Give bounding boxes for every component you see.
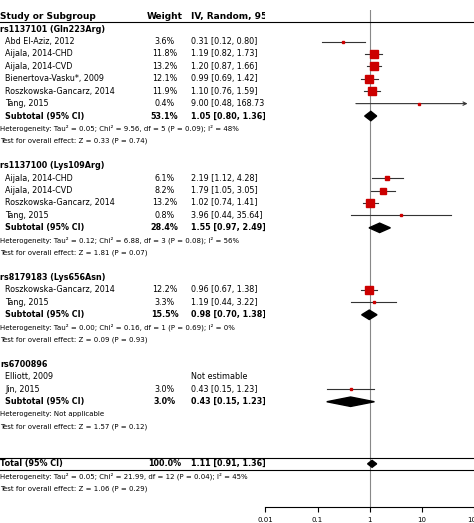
Text: Study or Subgroup: Study or Subgroup	[0, 12, 96, 21]
Text: 0.96 [0.67, 1.38]: 0.96 [0.67, 1.38]	[191, 286, 257, 294]
Text: 15.5%: 15.5%	[151, 310, 178, 319]
Text: 12.1%: 12.1%	[152, 74, 177, 83]
Text: Heterogeneity: Tau² = 0.05; Chi² = 9.56, df = 5 (P = 0.09); I² = 48%: Heterogeneity: Tau² = 0.05; Chi² = 9.56,…	[0, 124, 239, 132]
Text: rs1137101 (Gln223Arg): rs1137101 (Gln223Arg)	[0, 25, 105, 33]
Text: 3.3%: 3.3%	[155, 298, 175, 307]
Text: Aijala, 2014-CHD: Aijala, 2014-CHD	[5, 50, 73, 59]
Polygon shape	[362, 310, 377, 320]
Text: 3.0%: 3.0%	[155, 385, 175, 394]
Text: 0.4%: 0.4%	[155, 99, 175, 108]
Text: Heterogeneity: Not applicable: Heterogeneity: Not applicable	[0, 411, 104, 417]
Text: 0.43 [0.15, 1.23]: 0.43 [0.15, 1.23]	[191, 385, 257, 394]
Polygon shape	[365, 111, 377, 121]
Text: 0.99 [0.69, 1.42]: 0.99 [0.69, 1.42]	[191, 74, 258, 83]
Text: Aijala, 2014-CVD: Aijala, 2014-CVD	[5, 62, 73, 71]
Text: 11.9%: 11.9%	[152, 87, 177, 96]
Text: Heterogeneity: Tau² = 0.05; Chi² = 21.99, df = 12 (P = 0.04); I² = 45%: Heterogeneity: Tau² = 0.05; Chi² = 21.99…	[0, 472, 247, 480]
Text: rs8179183 (Lys656Asn): rs8179183 (Lys656Asn)	[0, 273, 106, 282]
Text: 28.4%: 28.4%	[151, 223, 179, 232]
Text: Tang, 2015: Tang, 2015	[5, 211, 49, 220]
Text: 53.1%: 53.1%	[151, 111, 178, 120]
Text: Roszkowska-Gancarz, 2014: Roszkowska-Gancarz, 2014	[5, 87, 115, 96]
Text: 2.19 [1.12, 4.28]: 2.19 [1.12, 4.28]	[191, 174, 258, 183]
Text: Subtotal (95% CI): Subtotal (95% CI)	[5, 397, 85, 406]
Text: Total (95% CI): Total (95% CI)	[0, 459, 63, 468]
Text: Abd El-Aziz, 2012: Abd El-Aziz, 2012	[5, 37, 75, 46]
Text: 100.0%: 100.0%	[148, 459, 181, 468]
Text: Test for overall effect: Z = 1.06 (P = 0.29): Test for overall effect: Z = 1.06 (P = 0…	[0, 485, 147, 492]
Text: 8.2%: 8.2%	[155, 186, 175, 195]
Text: Test for overall effect: Z = 0.33 (P = 0.74): Test for overall effect: Z = 0.33 (P = 0…	[0, 138, 147, 144]
Text: 1.55 [0.97, 2.49]: 1.55 [0.97, 2.49]	[191, 223, 266, 232]
Polygon shape	[327, 397, 374, 406]
Text: Subtotal (95% CI): Subtotal (95% CI)	[5, 111, 85, 120]
Text: Test for overall effect: Z = 0.09 (P = 0.93): Test for overall effect: Z = 0.09 (P = 0…	[0, 336, 147, 343]
Text: 1.19 [0.82, 1.73]: 1.19 [0.82, 1.73]	[191, 50, 258, 59]
Text: Aijala, 2014-CVD: Aijala, 2014-CVD	[5, 186, 73, 195]
Text: Roszkowska-Gancarz, 2014: Roszkowska-Gancarz, 2014	[5, 199, 115, 208]
Text: 12.2%: 12.2%	[152, 286, 177, 294]
Polygon shape	[367, 460, 377, 468]
Text: Odds Ratio
IV, Random, 95% CI: Odds Ratio IV, Random, 95% CI	[320, 0, 419, 1]
Text: Subtotal (95% CI): Subtotal (95% CI)	[5, 310, 85, 319]
Text: 1.11 [0.91, 1.36]: 1.11 [0.91, 1.36]	[191, 459, 266, 468]
Text: 0.31 [0.12, 0.80]: 0.31 [0.12, 0.80]	[191, 37, 257, 46]
Text: Elliott, 2009: Elliott, 2009	[5, 372, 54, 381]
Text: Weight: Weight	[146, 12, 182, 21]
Text: Roszkowska-Gancarz, 2014: Roszkowska-Gancarz, 2014	[5, 286, 115, 294]
Text: 11.8%: 11.8%	[152, 50, 177, 59]
Text: Tang, 2015: Tang, 2015	[5, 99, 49, 108]
Text: 0.43 [0.15, 1.23]: 0.43 [0.15, 1.23]	[191, 397, 266, 406]
Text: Aijala, 2014-CHD: Aijala, 2014-CHD	[5, 174, 73, 183]
Text: 1.19 [0.44, 3.22]: 1.19 [0.44, 3.22]	[191, 298, 258, 307]
Text: Heterogeneity: Tau² = 0.00; Chi² = 0.16, df = 1 (P = 0.69); I² = 0%: Heterogeneity: Tau² = 0.00; Chi² = 0.16,…	[0, 323, 235, 331]
Text: 1.02 [0.74, 1.41]: 1.02 [0.74, 1.41]	[191, 199, 257, 208]
Text: 1.20 [0.87, 1.66]: 1.20 [0.87, 1.66]	[191, 62, 257, 71]
Text: 1.79 [1.05, 3.05]: 1.79 [1.05, 3.05]	[191, 186, 258, 195]
Text: 3.6%: 3.6%	[155, 37, 175, 46]
Text: 1.05 [0.80, 1.36]: 1.05 [0.80, 1.36]	[191, 111, 266, 120]
Text: 3.0%: 3.0%	[154, 397, 176, 406]
Text: rs1137100 (Lys109Arg): rs1137100 (Lys109Arg)	[0, 161, 104, 170]
Text: 6.1%: 6.1%	[155, 174, 175, 183]
Text: 3.96 [0.44, 35.64]: 3.96 [0.44, 35.64]	[191, 211, 263, 220]
Text: 13.2%: 13.2%	[152, 62, 177, 71]
Text: 0.98 [0.70, 1.38]: 0.98 [0.70, 1.38]	[191, 310, 266, 319]
Text: 0.8%: 0.8%	[155, 211, 175, 220]
Polygon shape	[369, 223, 391, 233]
Text: IV, Random, 95% CI: IV, Random, 95% CI	[191, 12, 290, 21]
Text: Subtotal (95% CI): Subtotal (95% CI)	[5, 223, 85, 232]
Text: Not estimable: Not estimable	[191, 372, 247, 381]
Text: Heterogeneity: Tau² = 0.12; Chi² = 6.88, df = 3 (P = 0.08); I² = 56%: Heterogeneity: Tau² = 0.12; Chi² = 6.88,…	[0, 236, 239, 244]
Text: Test for overall effect: Z = 1.81 (P = 0.07): Test for overall effect: Z = 1.81 (P = 0…	[0, 249, 147, 256]
Text: rs6700896: rs6700896	[0, 360, 47, 369]
Text: 1.10 [0.76, 1.59]: 1.10 [0.76, 1.59]	[191, 87, 258, 96]
Text: Test for overall effect: Z = 1.57 (P = 0.12): Test for overall effect: Z = 1.57 (P = 0…	[0, 423, 147, 430]
Text: Jin, 2015: Jin, 2015	[5, 385, 40, 394]
Text: Tang, 2015: Tang, 2015	[5, 298, 49, 307]
Text: Bienertova-Vasku*, 2009: Bienertova-Vasku*, 2009	[5, 74, 104, 83]
Text: 13.2%: 13.2%	[152, 199, 177, 208]
Text: 9.00 [0.48, 168.73]: 9.00 [0.48, 168.73]	[191, 99, 268, 108]
